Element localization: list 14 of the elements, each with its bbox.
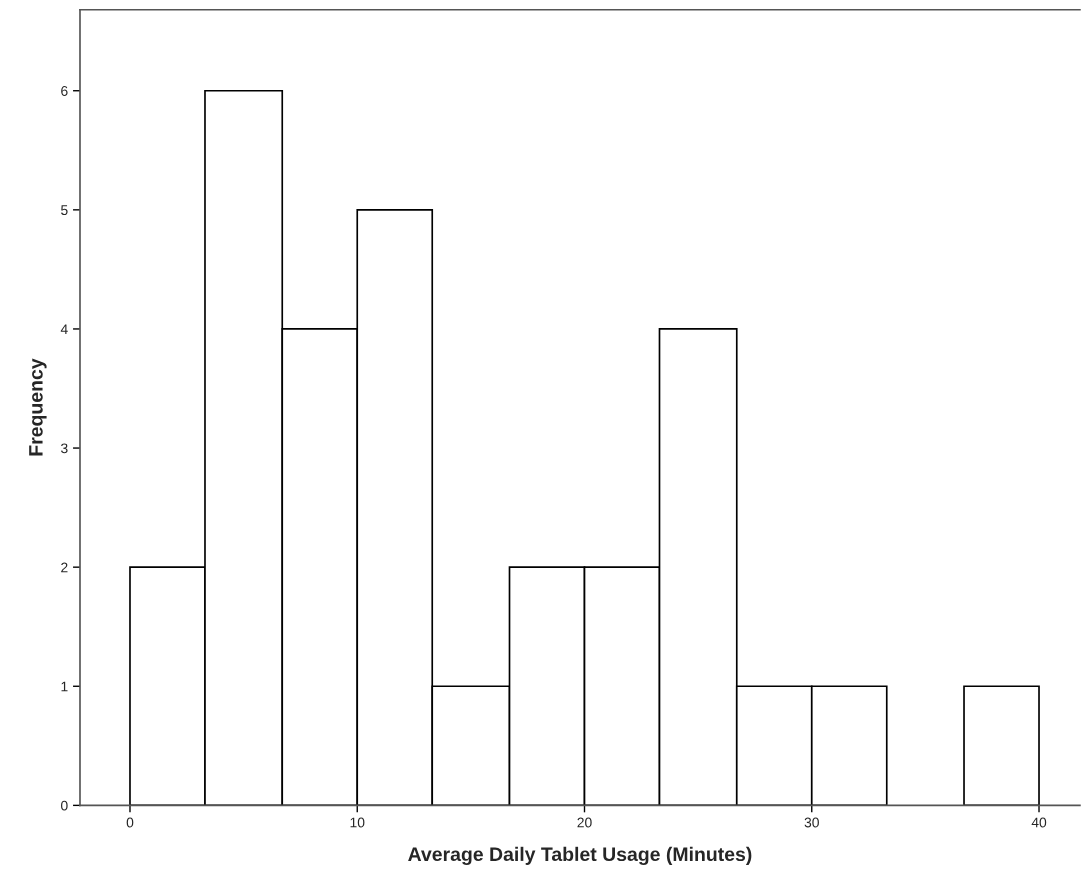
y-tick-label: 6 — [61, 86, 68, 96]
y-tick-label: 3 — [60, 443, 68, 454]
x-tick-label: 30 — [804, 817, 819, 828]
y-tick-label: 2 — [61, 562, 68, 573]
y-tick-label: 0 — [61, 800, 68, 811]
y-tick-label: 4 — [60, 324, 68, 334]
y-axis-title: Frequency — [29, 358, 47, 456]
x-tick-label: 20 — [577, 817, 592, 828]
y-tick-label: 5 — [61, 205, 68, 216]
x-tick-label: 10 — [350, 817, 365, 828]
x-tick-label: 40 — [1031, 817, 1047, 828]
y-tick-label: 1 — [61, 681, 68, 692]
x-axis-title: Average Daily Tablet Usage (Minutes) — [408, 846, 752, 865]
x-tick-label: 0 — [126, 817, 134, 828]
